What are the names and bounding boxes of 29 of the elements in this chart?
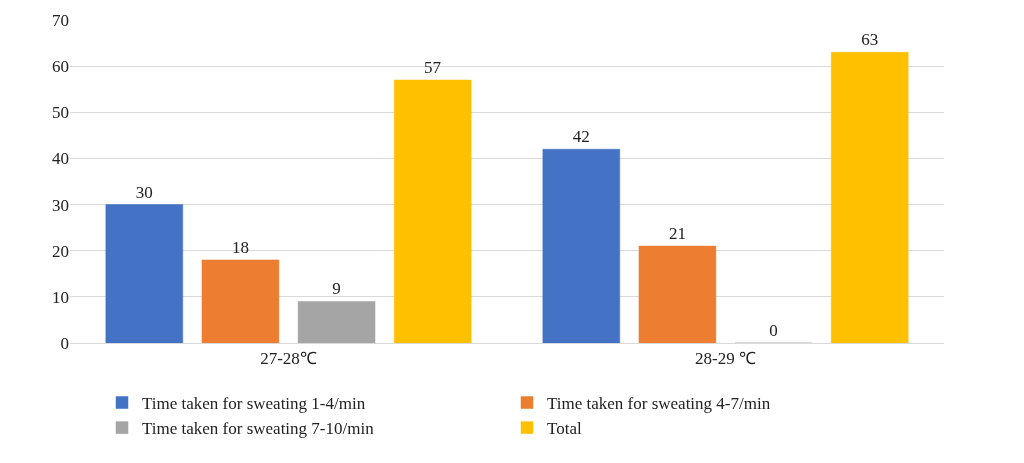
y-tick-label: 70 — [52, 10, 69, 30]
y-tick-label: 20 — [52, 241, 69, 261]
bar — [297, 301, 376, 343]
x-tick-label: 28-29 ℃ — [695, 349, 756, 369]
legend-label: Time taken for sweating 7-10/min — [142, 419, 375, 439]
legend-label: Time taken for sweating 1-4/min — [142, 394, 366, 414]
y-tick-label: 60 — [52, 57, 69, 77]
bar — [394, 79, 472, 343]
data-label: 42 — [572, 127, 590, 147]
data-label: 63 — [861, 30, 879, 50]
y-tick-label: 50 — [52, 103, 69, 123]
data-label: 57 — [423, 57, 442, 77]
data-label: 0 — [769, 321, 778, 340]
data-label: 21 — [668, 224, 686, 244]
y-tick-label: 0 — [60, 333, 69, 353]
bar — [638, 245, 717, 343]
bar — [105, 204, 183, 343]
legend-label: Time taken for sweating 4-7/min — [547, 394, 771, 414]
bar — [542, 148, 620, 343]
x-tick-label: 27-28℃ — [260, 349, 317, 369]
bar — [831, 52, 909, 343]
y-tick-label: 40 — [52, 149, 69, 169]
data-label: 18 — [231, 237, 249, 257]
bar — [201, 259, 280, 343]
y-tick-label: 30 — [52, 195, 69, 215]
data-label: 30 — [135, 182, 153, 202]
data-label: 9 — [332, 279, 341, 299]
legend-label: Total — [547, 419, 582, 439]
y-tick-label: 10 — [52, 287, 69, 307]
